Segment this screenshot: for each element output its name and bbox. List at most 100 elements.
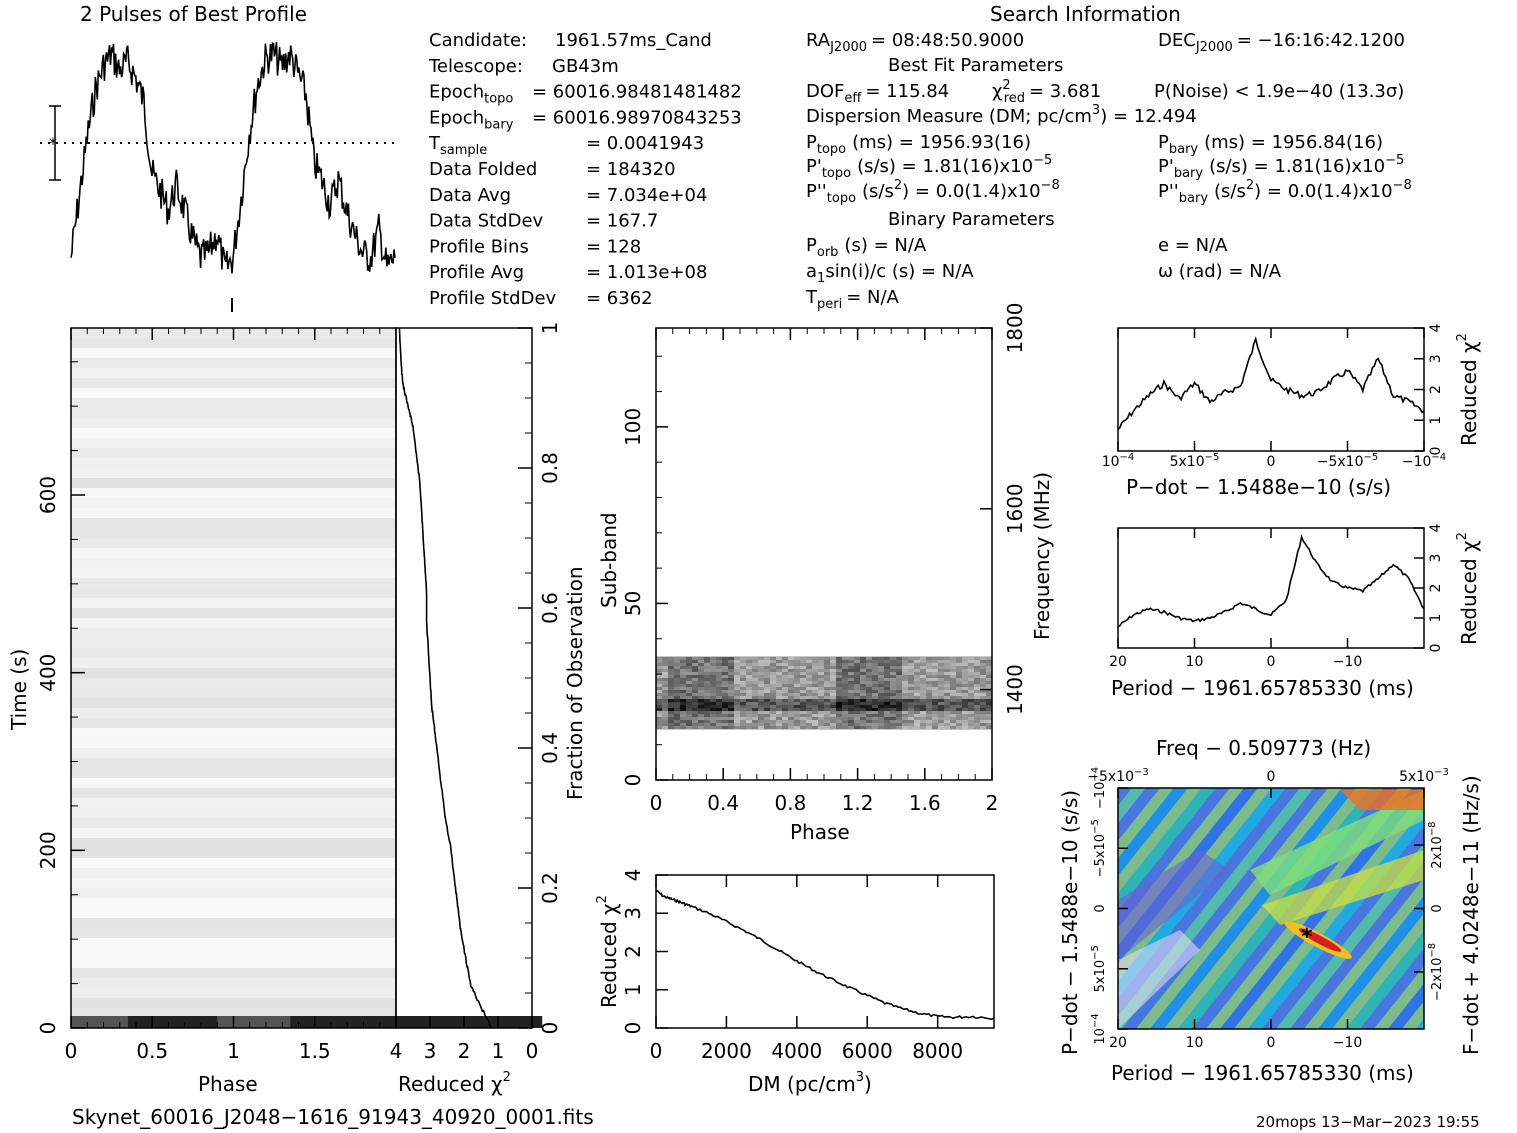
- subband-cell: [668, 696, 674, 699]
- dmchi-tick: 4: [621, 869, 645, 882]
- subband-cell: [836, 687, 842, 690]
- svg-text:ω (rad) = N/A: ω (rad) = N/A: [1158, 261, 1282, 282]
- subband-cell: [680, 705, 686, 708]
- subband-cell: [884, 660, 890, 663]
- subband-cell: [668, 708, 674, 711]
- subband-cell: [908, 684, 914, 687]
- subband-cell: [734, 675, 740, 678]
- subband-cell: [854, 675, 860, 678]
- subband-cell: [884, 675, 890, 678]
- time-row: [71, 438, 396, 448]
- subband-cell: [752, 696, 758, 699]
- subband-cell: [800, 672, 806, 675]
- subband-cell: [908, 669, 914, 672]
- subband-cell: [920, 687, 926, 690]
- subband-cell: [860, 690, 866, 693]
- subband-cell: [860, 717, 866, 720]
- subband-phase-tick: 1.2: [842, 791, 874, 815]
- subband-cell: [884, 690, 890, 693]
- subband-cell: [878, 681, 884, 684]
- subband-cell: [716, 720, 722, 723]
- subband-cell: [680, 681, 686, 684]
- subband-cell: [872, 696, 878, 699]
- subband-cell: [836, 699, 842, 702]
- subband-cell: [902, 696, 908, 699]
- subband-cell: [782, 678, 788, 681]
- time-row: [71, 738, 396, 748]
- subband-cell: [770, 681, 776, 684]
- subband-cell: [656, 693, 662, 696]
- map-stripe: [1261, 825, 1424, 1029]
- frac-tick: 0: [538, 1022, 562, 1035]
- subband-cell: [728, 726, 734, 729]
- subband-cell: [986, 684, 992, 687]
- time-row: [71, 858, 396, 868]
- subband-phase-tick: 0: [650, 791, 663, 815]
- subband-cell: [674, 678, 680, 681]
- subband-cell: [914, 687, 920, 690]
- subband-cell: [800, 726, 806, 729]
- subband-cell: [794, 678, 800, 681]
- time-chi-line: [398, 327, 492, 1029]
- subband-cell: [866, 699, 872, 702]
- subband-cell: [710, 699, 716, 702]
- subband-cell: [914, 708, 920, 711]
- subband-cell: [674, 699, 680, 702]
- subband-cell: [722, 717, 728, 720]
- subband-cell: [752, 666, 758, 669]
- subband-cell: [734, 696, 740, 699]
- subband-cell: [872, 666, 878, 669]
- subband-cell: [674, 669, 680, 672]
- time-row: [71, 898, 396, 908]
- subband-cell: [956, 675, 962, 678]
- subband-cell: [908, 678, 914, 681]
- subband-cell: [686, 690, 692, 693]
- subband-cell: [968, 675, 974, 678]
- subband-cell: [848, 666, 854, 669]
- subband-cell: [680, 696, 686, 699]
- subband-cell: [968, 690, 974, 693]
- subband-cell: [974, 693, 980, 696]
- subband-cell: [878, 660, 884, 663]
- svg-text:Ptopo(ms) = 1956.93(16): Ptopo (ms) = 1956.93(16): [806, 132, 1031, 157]
- dm-line: [655, 889, 995, 1021]
- time-chi-panel: 4 3 2 1 000.20.40.60.81 Reduced χ2 Fraction …: [390, 322, 587, 1096]
- subband-cell: [806, 708, 812, 711]
- subband-cell: [884, 726, 890, 729]
- subband-cell: [860, 678, 866, 681]
- subband-cell: [674, 702, 680, 705]
- subband-cell: [956, 696, 962, 699]
- freq-top-tick: 5x10−3: [1399, 767, 1449, 785]
- subband-cell: [668, 717, 674, 720]
- subband-cell: [890, 720, 896, 723]
- subband-cell: [710, 696, 716, 699]
- subband-cell: [656, 669, 662, 672]
- subband-cell: [758, 657, 764, 660]
- subband-cell: [878, 717, 884, 720]
- subband-cell: [698, 678, 704, 681]
- dm-ylabel: Reduced χ2: [595, 895, 621, 1008]
- subband-cell: [836, 714, 842, 717]
- subband-cell: [938, 663, 944, 666]
- subband-cell: [890, 726, 896, 729]
- subband-cell: [746, 726, 752, 729]
- subband-cell: [788, 663, 794, 666]
- subband-cell: [974, 681, 980, 684]
- time-row: [71, 728, 396, 738]
- dmchi-tick: 1: [621, 983, 645, 996]
- svg-text:Dispersion Measure (DM; pc/cm3: Dispersion Measure (DM; pc/cm3) = 12.494: [806, 103, 1197, 127]
- time-row: [71, 918, 396, 928]
- subband-cell: [866, 657, 872, 660]
- subband-cell: [710, 705, 716, 708]
- subband-cell: [776, 684, 782, 687]
- subband-cell: [902, 675, 908, 678]
- subband-cell: [770, 690, 776, 693]
- subband-cell: [974, 705, 980, 708]
- subband-cell: [944, 675, 950, 678]
- subband-cell: [842, 693, 848, 696]
- subband-cell: [710, 708, 716, 711]
- subband-cell: [962, 678, 968, 681]
- subband-cell: [926, 717, 932, 720]
- subband-cell: [872, 669, 878, 672]
- subband-cell: [830, 705, 836, 708]
